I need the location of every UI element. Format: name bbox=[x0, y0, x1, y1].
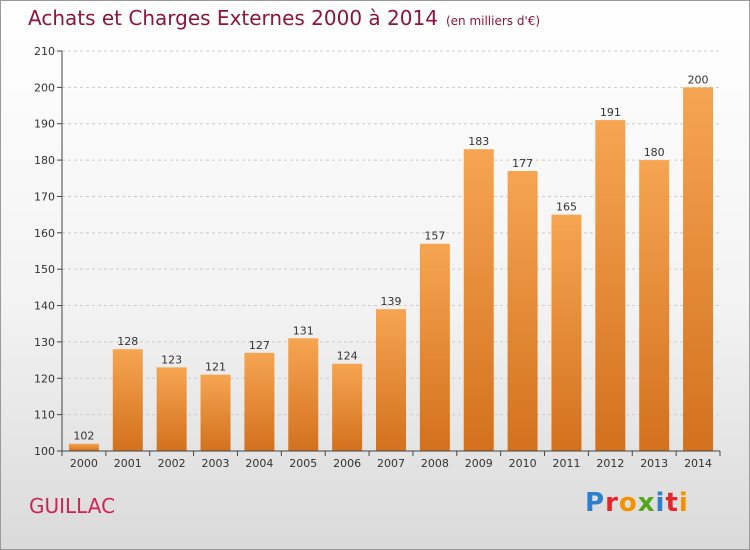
bar-2001 bbox=[112, 349, 143, 451]
value-label-2001: 128 bbox=[117, 335, 138, 348]
y-tick-label: 120 bbox=[34, 372, 55, 385]
y-tick-label: 210 bbox=[34, 45, 55, 58]
labels: 100 110 120 130 140 150 160 170 180 190 200 210 102 2… bbox=[34, 45, 712, 470]
value-label-2004: 127 bbox=[249, 339, 270, 352]
value-label-2002: 123 bbox=[161, 353, 182, 366]
value-label-2000: 102 bbox=[73, 430, 94, 443]
x-tick-label-2010: 2010 bbox=[509, 457, 537, 470]
y-tick-label: 150 bbox=[34, 263, 55, 276]
bar-2009 bbox=[463, 149, 494, 451]
proxiti-logo: Proxiti bbox=[585, 488, 689, 518]
logo-letter: i bbox=[678, 488, 689, 518]
bar-2008 bbox=[419, 243, 450, 451]
value-label-2003: 121 bbox=[205, 361, 226, 374]
value-label-2013: 180 bbox=[644, 146, 665, 159]
title-area: Achats et Charges Externes 2000 à 2014 (e… bbox=[28, 6, 540, 30]
x-tick-label-2003: 2003 bbox=[202, 457, 230, 470]
logo-letter: x bbox=[637, 488, 656, 518]
value-label-2012: 191 bbox=[600, 106, 621, 119]
logo-letter: P bbox=[585, 488, 606, 518]
bar-2002 bbox=[156, 367, 187, 451]
x-tick-label-2014: 2014 bbox=[684, 457, 712, 470]
y-tick-label: 190 bbox=[34, 118, 55, 131]
bar-2013 bbox=[639, 160, 670, 451]
value-label-2006: 124 bbox=[337, 350, 358, 363]
y-tick-label: 130 bbox=[34, 336, 55, 349]
axes bbox=[57, 50, 721, 456]
y-tick-label: 160 bbox=[34, 227, 55, 240]
bar-2006 bbox=[332, 363, 363, 451]
x-tick-label-2004: 2004 bbox=[245, 457, 273, 470]
value-label-2007: 139 bbox=[381, 295, 402, 308]
chart-title: Achats et Charges Externes 2000 à 2014 bbox=[28, 6, 438, 30]
x-tick-label-2012: 2012 bbox=[596, 457, 624, 470]
x-tick-label-2002: 2002 bbox=[158, 457, 186, 470]
bar-2011 bbox=[551, 214, 582, 451]
logo-letter: r bbox=[605, 488, 619, 518]
y-tick-label: 110 bbox=[34, 409, 55, 422]
bar-2007 bbox=[376, 309, 406, 451]
bar-2014 bbox=[683, 87, 714, 451]
y-tick-label: 170 bbox=[34, 190, 55, 203]
bar-2004 bbox=[244, 352, 275, 451]
x-tick-label-2007: 2007 bbox=[377, 457, 405, 470]
bars bbox=[68, 87, 714, 451]
y-tick-label: 140 bbox=[34, 300, 55, 313]
bar-2012 bbox=[595, 120, 626, 451]
value-label-2011: 165 bbox=[556, 201, 577, 214]
y-tick-label: 100 bbox=[34, 445, 55, 458]
x-tick-label-2008: 2008 bbox=[421, 457, 449, 470]
x-tick-label-2001: 2001 bbox=[114, 457, 142, 470]
bar-2003 bbox=[200, 374, 231, 451]
logo-letter: i bbox=[655, 488, 666, 518]
x-tick-label-2009: 2009 bbox=[465, 457, 493, 470]
y-tick-label: 180 bbox=[34, 154, 55, 167]
value-label-2008: 157 bbox=[424, 230, 445, 243]
x-tick-label-2006: 2006 bbox=[333, 457, 361, 470]
x-tick-label-2011: 2011 bbox=[552, 457, 580, 470]
value-label-2005: 131 bbox=[293, 324, 314, 337]
value-label-2009: 183 bbox=[468, 135, 489, 148]
x-tick-label-2000: 2000 bbox=[70, 457, 98, 470]
x-tick-label-2005: 2005 bbox=[289, 457, 317, 470]
bar-2010 bbox=[507, 171, 538, 451]
commune-name: GUILLAC bbox=[29, 494, 116, 518]
bar-2000 bbox=[68, 443, 99, 451]
x-tick-label-2013: 2013 bbox=[640, 457, 668, 470]
y-tick-label: 200 bbox=[34, 81, 55, 94]
value-label-2010: 177 bbox=[512, 157, 533, 170]
logo-letter: t bbox=[665, 488, 679, 518]
logo-letter: o bbox=[618, 488, 638, 518]
value-label-2014: 200 bbox=[688, 73, 709, 86]
chart-subtitle: (en milliers d'€) bbox=[445, 14, 541, 28]
bar-2005 bbox=[288, 338, 319, 451]
